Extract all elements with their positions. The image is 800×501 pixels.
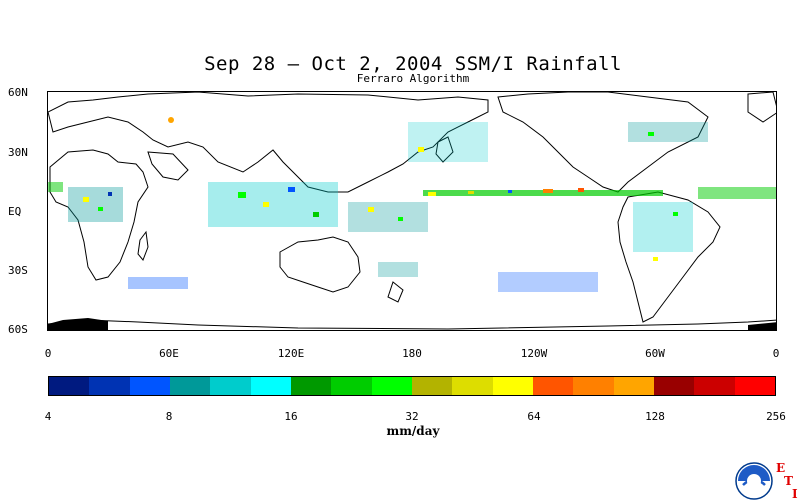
- north-america-coast: [497, 92, 709, 193]
- antarctica-coast: [48, 319, 776, 330]
- map-svg: [48, 92, 776, 330]
- colorbar-swatch: [653, 377, 695, 395]
- colorbar-swatch: [89, 377, 130, 395]
- colorbar-swatch: [573, 377, 614, 395]
- lat-label-30n: 30N: [8, 146, 28, 159]
- colorbar-swatch: [613, 377, 654, 395]
- colorbar-tick-8: 8: [165, 410, 173, 423]
- colorbar-tick-16: 16: [284, 410, 298, 423]
- colorbar-swatch: [210, 377, 251, 395]
- madagascar-coast: [137, 230, 149, 261]
- colorbar-swatch: [290, 377, 332, 395]
- antarctica-dark-west: [48, 318, 108, 330]
- colorbar-swatch: [129, 377, 170, 395]
- eti-letter-i: I: [792, 487, 798, 501]
- eti-letter-t: T: [784, 474, 793, 488]
- lat-label-30s: 30S: [8, 264, 28, 277]
- eurasia-coast: [48, 92, 489, 193]
- south-america-coast: [617, 191, 721, 323]
- colorbar-tick-64: 64: [527, 410, 541, 423]
- colorbar-swatch: [49, 377, 90, 395]
- eti-letter-e: E: [776, 461, 786, 475]
- greenland-coast: [747, 92, 776, 123]
- lat-label-eq: EQ: [8, 205, 22, 218]
- colorbar-swatch: [331, 377, 372, 395]
- australia-coast: [279, 236, 361, 293]
- colorbar-swatch: [411, 377, 453, 395]
- colorbar-swatch: [492, 377, 533, 395]
- coastlines: [48, 92, 776, 330]
- lon-label-120e: 120E: [277, 347, 305, 360]
- lat-label-60n: 60N: [8, 86, 28, 99]
- colorbar-swatch: [694, 377, 735, 395]
- new-zealand-coast: [387, 281, 404, 303]
- colorbar-tick-4: 4: [44, 410, 52, 423]
- colorbar-swatch: [169, 377, 211, 395]
- colorbar-swatch: [250, 377, 291, 395]
- noaa-logo-icon: [735, 462, 773, 500]
- colorbar-tick-256: 256: [766, 410, 786, 423]
- colorbar-swatch: [734, 377, 775, 395]
- colorbar-swatch: [371, 377, 412, 395]
- chart-subtitle: Ferraro Algorithm: [356, 72, 470, 85]
- colorbar: [48, 376, 776, 396]
- colorbar-swatch: [532, 377, 574, 395]
- colorbar-tick-32: 32: [405, 410, 419, 423]
- lon-label-180: 180: [402, 347, 422, 360]
- colorbar-swatch: [452, 377, 493, 395]
- lon-label-60e: 60E: [159, 347, 179, 360]
- colorbar-unit-label: mm/day: [386, 424, 440, 438]
- rainfall-map: [47, 91, 777, 331]
- japan-coast: [435, 136, 454, 163]
- africa-coast: [49, 149, 149, 281]
- lon-label-120w: 120W: [520, 347, 548, 360]
- lon-label-0-end: 0: [772, 347, 780, 360]
- antarctica-dark-east: [748, 322, 776, 330]
- rainfall-patches: [48, 117, 776, 292]
- arabia-coast: [147, 151, 189, 181]
- colorbar-tick-128: 128: [645, 410, 665, 423]
- lat-label-60s: 60S: [8, 323, 28, 336]
- lon-label-0: 0: [44, 347, 52, 360]
- chart-title: Sep 28 – Oct 2, 2004 SSM/I Rainfall: [204, 53, 622, 75]
- lon-label-60w: 60W: [645, 347, 665, 360]
